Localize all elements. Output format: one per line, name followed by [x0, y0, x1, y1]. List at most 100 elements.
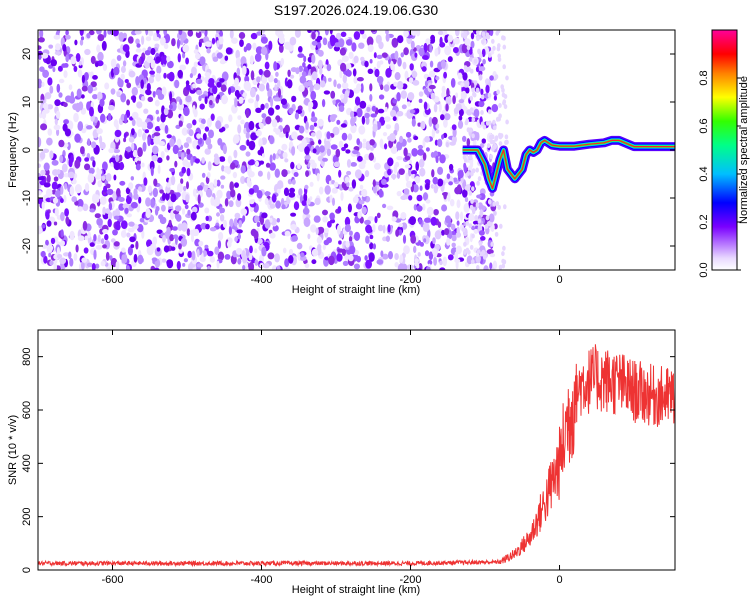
noise-speckle — [176, 260, 181, 270]
noise-speckle — [353, 55, 359, 64]
noise-speckle — [81, 85, 88, 92]
noise-speckle — [361, 33, 367, 39]
noise-speckle — [56, 246, 61, 257]
noise-speckle — [422, 222, 430, 232]
noise-speckle — [228, 200, 234, 208]
noise-speckle — [101, 175, 106, 181]
noise-speckle — [62, 252, 70, 257]
noise-speckle — [319, 67, 323, 75]
noise-speckle — [166, 259, 174, 269]
noise-speckle — [479, 53, 483, 59]
noise-speckle — [385, 68, 392, 78]
noise-speckle — [44, 92, 52, 100]
noise-speckle — [470, 199, 474, 204]
noise-speckle — [53, 34, 61, 40]
noise-speckle — [494, 135, 499, 141]
noise-speckle — [224, 254, 231, 260]
noise-speckle — [369, 139, 376, 146]
noise-speckle — [41, 109, 47, 120]
noise-speckle — [358, 42, 365, 49]
noise-speckle — [110, 238, 116, 243]
noise-speckle — [409, 109, 416, 114]
noise-speckle — [68, 84, 73, 91]
noise-speckle — [229, 218, 234, 227]
noise-speckle — [462, 189, 468, 198]
noise-speckle — [488, 120, 492, 126]
noise-speckle — [50, 59, 57, 67]
noise-speckle — [341, 248, 346, 256]
noise-speckle — [491, 146, 495, 152]
noise-speckle — [357, 155, 363, 162]
noise-speckle — [233, 134, 240, 144]
noise-speckle — [254, 99, 259, 110]
noise-speckle — [455, 92, 459, 99]
noise-speckle — [216, 81, 222, 88]
noise-speckle — [458, 115, 463, 121]
noise-speckle — [187, 209, 191, 216]
noise-speckle — [107, 113, 112, 122]
noise-speckle — [489, 30, 494, 37]
noise-speckle — [353, 231, 361, 241]
noise-speckle — [433, 256, 437, 266]
noise-speckle — [107, 211, 113, 220]
noise-speckle — [305, 170, 310, 178]
noise-speckle — [428, 84, 436, 90]
noise-speckle — [181, 222, 188, 232]
noise-speckle — [139, 217, 145, 223]
noise-speckle — [127, 227, 135, 233]
heatmap-y-tick-label: -10 — [21, 190, 33, 206]
noise-speckle — [432, 176, 439, 185]
noise-speckle — [84, 182, 90, 192]
noise-speckle — [113, 148, 121, 154]
noise-speckle — [144, 50, 151, 56]
noise-speckle — [105, 173, 112, 182]
noise-speckle — [291, 95, 297, 103]
noise-speckle — [385, 235, 390, 242]
noise-speckle — [200, 30, 206, 34]
noise-speckle — [319, 80, 326, 88]
noise-speckle — [58, 92, 63, 98]
noise-speckle — [119, 161, 124, 171]
noise-speckle — [120, 93, 127, 103]
noise-speckle — [38, 176, 45, 181]
noise-speckle — [304, 263, 310, 269]
noise-speckle — [502, 44, 507, 50]
noise-speckle — [51, 181, 58, 190]
noise-speckle — [112, 210, 117, 218]
noise-speckle — [365, 140, 371, 151]
noise-speckle — [411, 118, 416, 127]
noise-speckle — [281, 143, 288, 151]
noise-speckle — [181, 192, 185, 197]
noise-speckle — [348, 51, 354, 60]
noise-speckle — [310, 140, 315, 146]
noise-speckle — [376, 212, 381, 219]
noise-speckle — [242, 92, 248, 98]
noise-speckle — [445, 141, 449, 148]
noise-speckle — [96, 30, 102, 35]
noise-speckle — [97, 91, 103, 101]
noise-speckle — [451, 242, 456, 248]
noise-speckle — [489, 154, 494, 160]
noise-speckle — [434, 48, 439, 57]
noise-speckle — [333, 181, 339, 188]
noise-speckle — [471, 186, 475, 192]
noise-speckle — [418, 47, 425, 57]
noise-speckle — [77, 206, 83, 212]
noise-speckle — [207, 161, 212, 171]
noise-speckle — [173, 234, 179, 239]
noise-speckle — [444, 113, 451, 121]
noise-speckle — [277, 32, 285, 40]
noise-speckle — [455, 211, 460, 221]
noise-speckle — [499, 223, 503, 229]
noise-speckle — [155, 72, 161, 82]
noise-speckle — [479, 251, 484, 257]
noise-speckle — [301, 200, 307, 206]
noise-speckle — [186, 84, 192, 91]
noise-speckle — [55, 43, 61, 51]
noise-speckle — [187, 250, 192, 258]
noise-speckle — [473, 58, 478, 64]
noise-speckle — [473, 80, 478, 86]
noise-speckle — [64, 208, 69, 217]
noise-speckle — [137, 128, 143, 138]
noise-speckle — [410, 30, 418, 36]
